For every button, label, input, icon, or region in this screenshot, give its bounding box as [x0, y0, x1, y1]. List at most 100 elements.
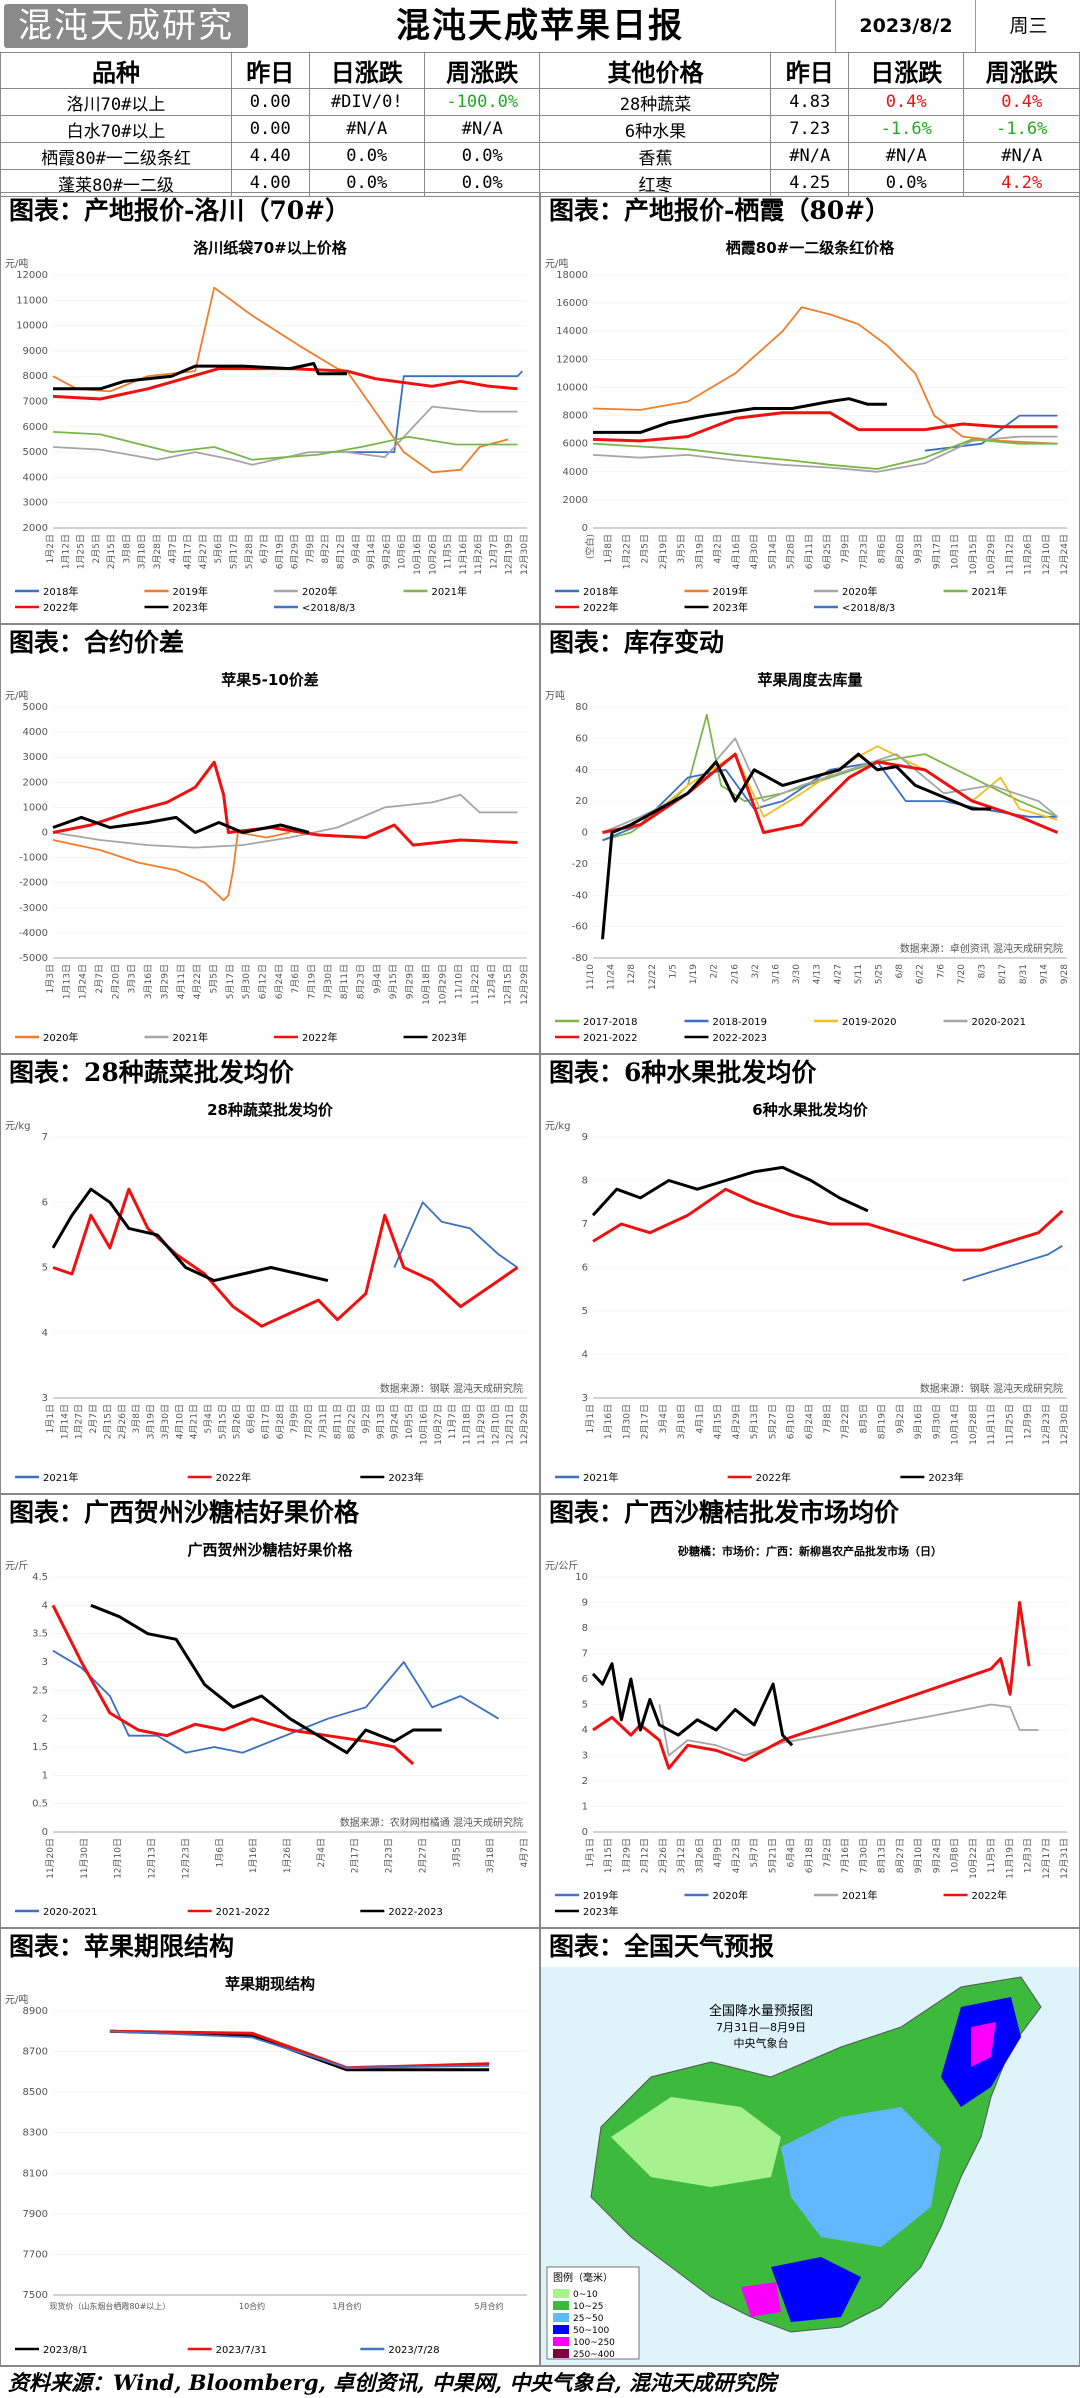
report-header: 混沌天成研究院 混沌天成苹果日报 2023/8/2 周三 [0, 0, 1080, 90]
x-tick-label: 7/20 [957, 964, 967, 984]
map-subtitle: 7月31日—8月9日 [716, 2021, 806, 2034]
x-tick-label: 10月29日 [986, 534, 997, 575]
y-axis-label: 元/吨 [5, 1993, 28, 2006]
y-tick-label: 40 [575, 765, 588, 776]
x-tick-label: 1月27日 [74, 1404, 85, 1439]
legend-label: 2019年 [583, 1889, 618, 1902]
legend-label: 2022年 [216, 1471, 251, 1484]
x-tick-label: 10月22日 [968, 1838, 979, 1879]
sugarmarket-chart: 砂糖橘：市场价：广西：新柳邕农产品批发市场（日） 元/公斤 0 1 2 3 4 5 6 7 8 9 10… [545, 1544, 1070, 1918]
y-tick-label: 4 [42, 1600, 48, 1611]
panel-title: 图表：苹果期限结构 [9, 1932, 235, 1961]
x-tick-label: 1月26日 [282, 1838, 293, 1873]
x-tick-label: 5月17日 [228, 534, 239, 569]
x-tick-label: 9月10日 [913, 1838, 924, 1873]
y-tick-label: 1 [582, 1802, 588, 1813]
x-tick-label: 1月22日 [621, 534, 632, 569]
series-line-hezhou-0 [52, 1649, 500, 1754]
x-tick-label: 9月29日 [405, 964, 416, 999]
y-tick-label: 5 [42, 1263, 48, 1274]
legend-label: 2021年 [972, 585, 1007, 598]
x-tick-label: 3月26日 [694, 1838, 705, 1873]
x-tick-label: 5月7日 [749, 1838, 760, 1867]
x-tick-label: 4月22日 [192, 964, 203, 999]
y-tick-label: 2000 [23, 777, 48, 788]
x-tick-label: 4月27日 [198, 534, 209, 569]
y-tick-label: -80 [572, 953, 588, 964]
chart-panel-weather: 图表：全国天气预报 全国降水量预报图 7月31日—8月9日 中央气象台 图例（毫… [540, 1928, 1080, 2366]
y-tick-label: 8500 [23, 2087, 48, 2098]
x-tick-label: 11月5日 [986, 1838, 997, 1873]
x-tick-label: 6月4日 [786, 1838, 797, 1867]
y-tick-label: 20 [575, 796, 588, 807]
chart-title: 苹果周度去库量 [757, 671, 862, 689]
x-tick-label: 8月19日 [877, 1404, 888, 1439]
x-tick-label: 3月19日 [146, 1404, 157, 1439]
y-tick-label: 6 [582, 1674, 588, 1685]
price-table-cell: -1.6% [847, 115, 965, 143]
legend-label: 2020-2021 [972, 1017, 1027, 1028]
series-line-luochuan-1 [52, 286, 509, 474]
x-tick-label: 7月9日 [289, 1404, 300, 1433]
y-tick-label: 16000 [556, 298, 588, 309]
legend-label: <2018/8/3 [302, 603, 355, 614]
x-tick-label: 11/10日 [454, 964, 465, 999]
y-tick-label: 4 [42, 1328, 48, 1339]
x-tick-label: 6/22 [916, 964, 926, 984]
x-tick-label: 5/11 [854, 964, 864, 984]
y-axis-label: 元/斤 [5, 1560, 28, 1572]
price-table-cell: 0.0% [423, 142, 541, 170]
x-tick-label: 11月20日 [45, 1838, 56, 1879]
x-tick-label: 3月29日 [159, 964, 170, 999]
price-table-cell: 0.4% [847, 88, 965, 116]
legend-label: 2018年 [43, 585, 78, 598]
x-tick-label: 4月7日 [167, 534, 178, 563]
legend-label: 2022年 [43, 601, 78, 614]
x-tick-label: 6月19日 [274, 534, 285, 569]
x-tick-label: 2月26日 [658, 1838, 669, 1873]
x-tick-label: 3月18日 [485, 1838, 496, 1873]
x-tick-label: 2月17日 [350, 1838, 361, 1873]
price-table-header-cell: 昨日 [231, 52, 310, 89]
x-tick-label: 9月24日 [931, 1838, 942, 1873]
x-tick-label: 7月19日 [307, 964, 318, 999]
map-legend-title: 图例（毫米） [553, 2271, 613, 2284]
map-legend-label: 0~10 [573, 2290, 598, 2300]
y-tick-label: 11000 [16, 295, 48, 306]
x-tick-label: 11月26日 [1023, 534, 1034, 575]
map-legend-swatch [553, 2289, 569, 2298]
map-title: 全国降水量预报图 [709, 2003, 813, 2019]
x-tick-label: 10月16日 [412, 534, 423, 575]
x-tick-label: 8/3 [978, 964, 988, 978]
series-line-hezhou-2 [90, 1603, 442, 1755]
y-tick-label: 7900 [23, 2209, 48, 2220]
x-tick-label: 6月17日 [260, 1404, 271, 1439]
x-tick-label: 5月5日 [208, 964, 219, 993]
x-tick-label: 5月13日 [749, 1404, 760, 1439]
legend-label: 2020年 [43, 1031, 78, 1044]
price-table-row: 白水70#以上 0.00 #N/A #N/A 6种水果 7.23 -1.6% -1.6% [0, 115, 1080, 143]
x-tick-label: 10月27日 [433, 1404, 444, 1445]
x-tick-label: 7月9日 [840, 534, 851, 563]
x-tick-label: 8月23日 [356, 964, 367, 999]
x-tick-label: 7月22日 [840, 1404, 851, 1439]
y-tick-label: 6000 [563, 439, 588, 450]
x-tick-label: 9月3日 [913, 534, 924, 563]
chart-annotation: 数据来源：卓创资讯 混沌天成研究院 [900, 942, 1063, 955]
legend-label: 2018年 [583, 585, 618, 598]
y-tick-label: -2000 [19, 878, 48, 889]
x-tick-label: 5/25 [875, 964, 885, 984]
x-tick-label: 12/8 [627, 964, 637, 984]
map-legend: 图例（毫米） 0~10 10~25 25~50 50~100 100~250 250~40… [546, 2266, 640, 2360]
chart-title: 栖霞80#一二级条红价格 [726, 239, 895, 257]
x-tick-label: 8/31 [1019, 964, 1029, 984]
x-tick-label: 2月17日 [640, 1404, 651, 1439]
x-tick-label: 4月17日 [183, 534, 194, 569]
x-tick-label: 9月2日 [895, 1404, 906, 1433]
x-tick-label: 1月14日 [59, 1404, 70, 1439]
x-tick-label: 9月14日 [366, 534, 377, 569]
panel-title: 图表：库存变动 [549, 628, 725, 657]
legend-label: 2020年 [302, 585, 337, 598]
